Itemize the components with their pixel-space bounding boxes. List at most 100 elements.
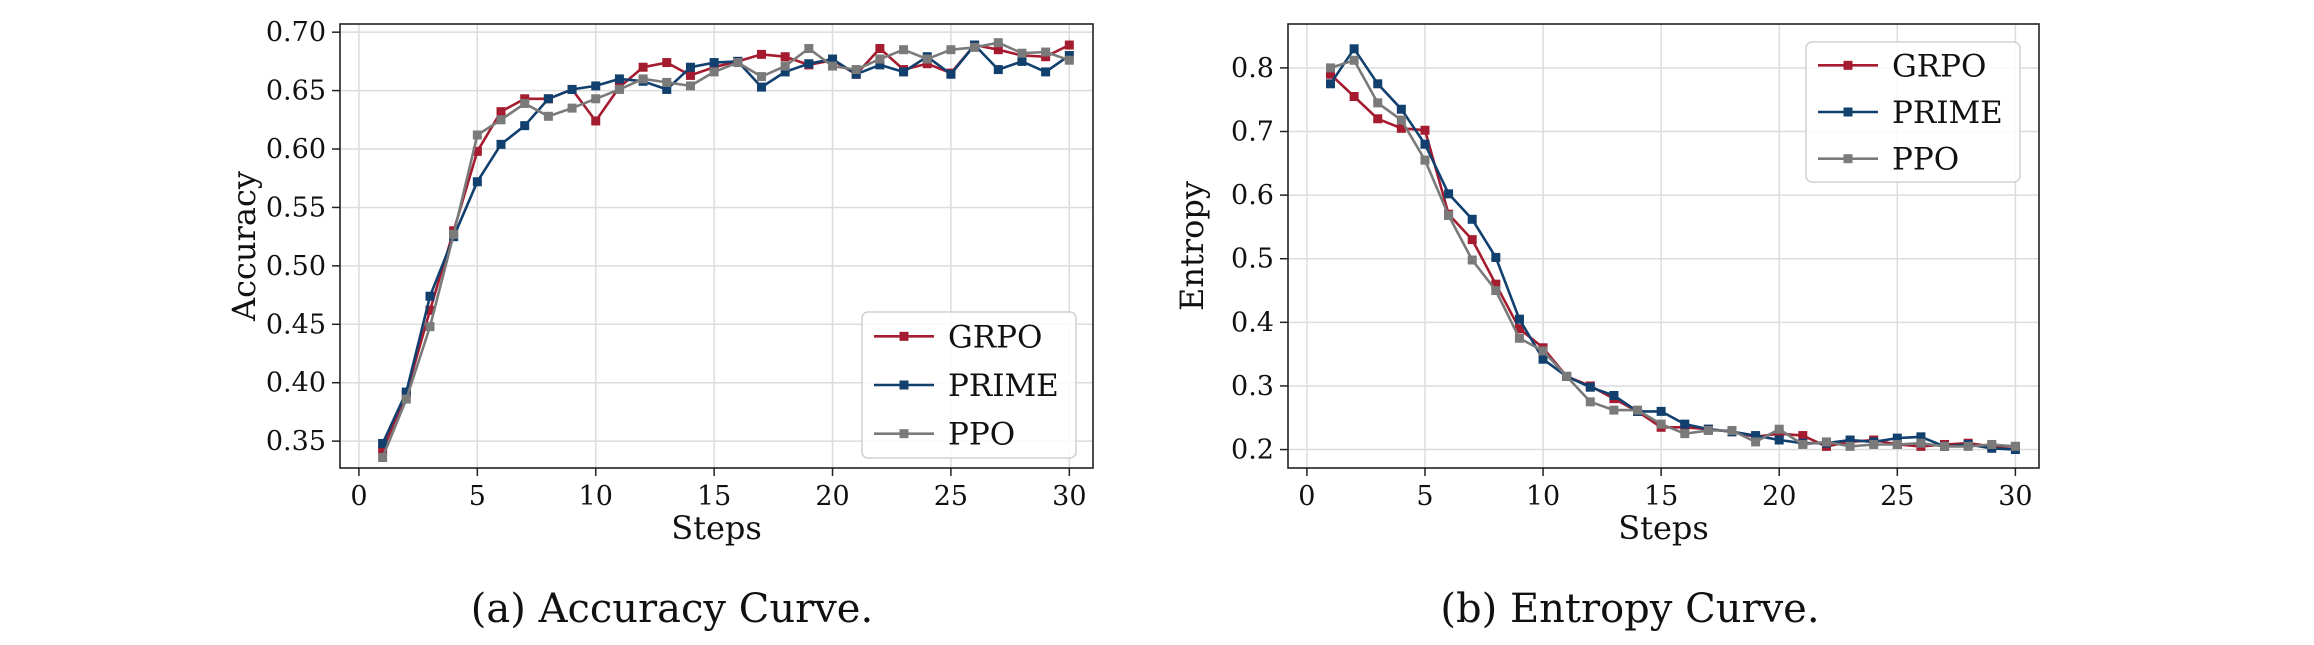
chart-accuracy-series-grpo-point — [685, 70, 695, 80]
chart-entropy-series-ppo-point — [1774, 424, 1784, 434]
chart-entropy-series-grpo-point — [1420, 125, 1430, 135]
chart-entropy-series-ppo-point — [1420, 155, 1430, 165]
chart-accuracy-series-ppo-point — [946, 45, 956, 55]
chart-accuracy: 0 5 10 15 20 25 30 0.35 0.40 0.45 0.50 0.55 0.60 0.65… — [225, 17, 1094, 547]
chart-accuracy-series-ppo-point — [591, 94, 601, 104]
chart-accuracy-series-ppo-point — [1017, 48, 1027, 58]
chart-accuracy-series-prime-point — [899, 67, 909, 77]
chart-entropy-series-prime-point — [1892, 433, 1902, 443]
chart-accuracy-series-ppo-point — [780, 61, 790, 71]
chart-accuracy-series-ppo-point — [922, 54, 932, 64]
chart-entropy-series-ppo-point — [1703, 425, 1713, 435]
chart-accuracy-series-ppo-point — [1064, 55, 1074, 65]
chart-entropy-ytick-label: 0.6 — [1231, 180, 1274, 211]
chart-entropy-ytick-label: 0.7 — [1231, 117, 1274, 148]
chart-accuracy-series-prime-point — [756, 82, 766, 92]
chart-entropy-series-ppo-point — [1467, 255, 1477, 265]
chart-entropy-series-grpo-point — [1373, 114, 1383, 124]
chart-accuracy-series-ppo-point — [1041, 47, 1051, 57]
chart-accuracy-series-prime-point — [1064, 51, 1074, 61]
chart-accuracy-series-prime-point — [804, 59, 814, 69]
chart-accuracy-ytick-label: 0.35 — [266, 426, 326, 457]
chart-accuracy-series-prime-point — [425, 291, 435, 301]
chart-accuracy-series-ppo-point — [472, 130, 482, 140]
chart-accuracy-series-grpo-point — [709, 62, 719, 72]
chart-entropy-series-ppo-point — [1821, 437, 1831, 447]
chart-accuracy-xtick-label: 25 — [934, 481, 968, 512]
chart-accuracy-series-prime-point — [543, 94, 553, 104]
chart-entropy-legend-grpo-marker — [1843, 60, 1853, 70]
chart-entropy-xtick-label: 15 — [1644, 481, 1678, 512]
chart-accuracy-series-grpo-point — [1041, 52, 1051, 62]
chart-accuracy-series-ppo-point — [899, 45, 909, 55]
chart-accuracy-series-grpo-point — [1064, 40, 1074, 50]
chart-accuracy-series-ppo-point — [662, 77, 672, 87]
chart-entropy-series-grpo-point — [1491, 279, 1501, 289]
chart-accuracy-series-prime-point — [378, 438, 388, 448]
chart-entropy-ytick-label: 0.5 — [1231, 244, 1274, 275]
chart-accuracy-series-ppo-point — [614, 84, 624, 94]
chart-accuracy-series-prime-point — [851, 69, 861, 79]
chart-accuracy-series-grpo-point — [496, 107, 506, 117]
chart-accuracy-series-prime-point — [875, 60, 885, 70]
chart-entropy-xtick-label: 30 — [1998, 481, 2032, 512]
chart-accuracy-series-ppo-point — [496, 115, 506, 125]
chart-entropy-series-ppo-point — [1396, 115, 1406, 125]
chart-entropy-xtick-label: 20 — [1762, 481, 1796, 512]
chart-entropy-series-prime-point — [1326, 79, 1336, 89]
chart-entropy-series-prime-point — [1396, 104, 1406, 114]
chart-accuracy-series-prime-point — [828, 54, 838, 64]
chart-accuracy-ytick-label: 0.40 — [266, 368, 326, 399]
chart-entropy-ytick-label: 0.3 — [1231, 371, 1274, 402]
chart-accuracy-series-prime-point — [614, 74, 624, 84]
chart-accuracy-series-ppo-point — [993, 38, 1003, 48]
chart-accuracy-series-prime-point — [401, 387, 411, 397]
chart-entropy-legend-prime-marker — [1843, 107, 1853, 117]
chart-entropy-series-prime-point — [1349, 44, 1359, 54]
chart-accuracy-series-ppo-point — [828, 61, 838, 71]
chart-accuracy-series-prime-point — [567, 84, 577, 94]
chart-accuracy-xtick-label: 10 — [579, 481, 613, 512]
chart-entropy-xtick-label: 10 — [1526, 481, 1560, 512]
chart-entropy-frame — [1287, 23, 2040, 469]
chart-accuracy-series-grpo-point — [780, 52, 790, 62]
chart-accuracy-xtick-label: 5 — [469, 481, 486, 512]
chart-entropy-series-ppo-point — [1680, 429, 1690, 439]
chart-entropy-series-prime-point — [1916, 432, 1926, 442]
chart-entropy-series-grpo-point — [1798, 431, 1808, 441]
chart-accuracy-legend-ppo-marker — [899, 429, 909, 439]
chart-accuracy-series-grpo-point — [378, 445, 388, 455]
chart-entropy-legend-prime-label: PRIME — [1892, 95, 2003, 131]
chart-accuracy-xtick-label: 0 — [350, 481, 367, 512]
chart-accuracy-xlabel: Steps — [671, 509, 762, 547]
chart-accuracy-series-prime-point — [709, 58, 719, 68]
chart-entropy-series-ppo-point — [1727, 425, 1737, 435]
chart-entropy-legend-ppo-marker — [1843, 154, 1853, 164]
chart-entropy-series-ppo-point — [1798, 439, 1808, 449]
chart-accuracy-series-prime-point — [780, 67, 790, 77]
caption-entropy: (b) Entropy Curve. — [1440, 586, 1819, 632]
chart-entropy-series-prime-point — [1538, 354, 1548, 364]
chart-accuracy-series-ppo-point — [449, 229, 459, 239]
chart-entropy-xtick-label: 0 — [1298, 481, 1315, 512]
chart-entropy-series-ppo-point — [1845, 441, 1855, 451]
chart-accuracy-legend-grpo-marker — [899, 331, 909, 341]
chart-accuracy-series-ppo-point — [520, 98, 530, 108]
chart-entropy-series-grpo-point — [1326, 69, 1336, 79]
chart-entropy-series-prime-point — [1491, 252, 1501, 262]
chart-accuracy-series-grpo-point — [662, 58, 672, 68]
chart-entropy-series-grpo-point — [1514, 324, 1524, 334]
chart-accuracy-series-ppo-point — [733, 58, 743, 68]
chart-entropy-xtick-label: 5 — [1416, 481, 1433, 512]
chart-accuracy-legend: GRPO PRIME PPO — [861, 311, 1077, 459]
chart-entropy-series-prime-point — [1609, 390, 1619, 400]
chart-entropy-xtick-label: 25 — [1880, 481, 1914, 512]
chart-accuracy-series-grpo-point — [472, 146, 482, 156]
chart-accuracy-series-prime-point — [1017, 56, 1027, 66]
chart-accuracy-series-grpo-point — [520, 94, 530, 104]
chart-entropy-series-prime-point — [1656, 406, 1666, 416]
chart-entropy-ytick-label: 0.2 — [1231, 435, 1274, 466]
chart-entropy-legend: GRPO PRIME PPO — [1805, 41, 2021, 183]
